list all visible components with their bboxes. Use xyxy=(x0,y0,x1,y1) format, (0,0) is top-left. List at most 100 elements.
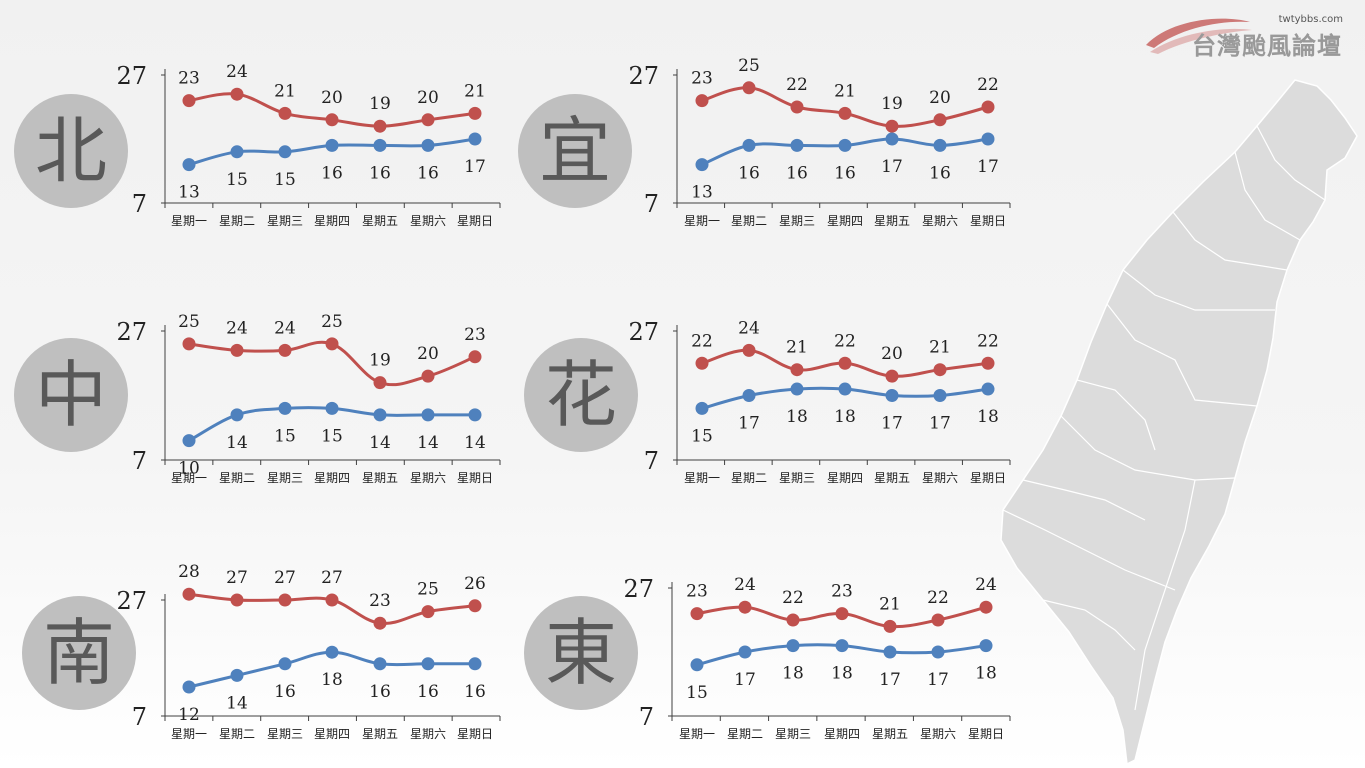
region-badge-circle xyxy=(14,338,128,452)
data-label-low: 14 xyxy=(464,433,486,453)
region-badge: 東 xyxy=(524,596,638,710)
chart-5: 東27 7 星期一 星期二 星期三 星期四 星期五 星期六 星期日 23 24 22 23 21 22 24 1… xyxy=(524,575,1011,741)
data-point-low xyxy=(981,382,995,396)
data-label-high: 23 xyxy=(178,69,200,89)
x-tick-label: 星期四 xyxy=(827,471,863,485)
data-label-high: 27 xyxy=(274,568,296,588)
data-label-low: 17 xyxy=(734,670,756,690)
data-point-low xyxy=(742,138,756,152)
data-point-high xyxy=(931,613,945,627)
data-label-low: 15 xyxy=(274,170,296,190)
data-label-low: 16 xyxy=(369,682,391,702)
chart-0: 北 27 7 星期一 星期二 星期三 星期四 星期五 星期六 星期日 23 24 21 20 19 20 21 1… xyxy=(14,62,501,228)
data-label-high: 23 xyxy=(686,582,708,602)
data-point-low xyxy=(230,408,244,422)
data-label-high: 22 xyxy=(834,331,856,351)
x-tick-label: 星期二 xyxy=(219,214,255,228)
data-label-low: 17 xyxy=(881,414,903,434)
y-tick-label: 27 xyxy=(116,318,147,346)
data-point-low xyxy=(373,657,387,671)
y-tick-label: 7 xyxy=(644,190,659,218)
data-label-high: 21 xyxy=(879,594,901,614)
region-label: 花 xyxy=(545,353,617,437)
data-label-low: 16 xyxy=(786,163,808,183)
region-badge: 北 xyxy=(14,94,128,208)
region-badge-circle xyxy=(22,596,136,710)
data-point-low xyxy=(738,645,752,659)
data-label-low: 13 xyxy=(178,183,200,203)
data-label-high: 20 xyxy=(929,88,951,108)
data-label-low: 16 xyxy=(274,682,296,702)
logo-swoosh-icon xyxy=(1146,18,1252,54)
data-point-high xyxy=(933,113,947,127)
data-label-high: 27 xyxy=(321,568,343,588)
x-tick-label: 星期一 xyxy=(679,727,715,741)
data-label-high: 19 xyxy=(369,351,391,371)
data-point-low xyxy=(421,408,435,422)
data-point-high xyxy=(230,343,244,357)
data-label-high: 24 xyxy=(975,575,997,595)
site-logo[interactable]: twtybbs.com 台灣颱風論壇 xyxy=(1140,12,1355,60)
data-label-high: 21 xyxy=(834,81,856,101)
region-badge: 花 xyxy=(524,338,638,452)
x-tick-label: 星期日 xyxy=(970,214,1006,228)
region-badge: 南 xyxy=(22,596,136,710)
data-label-low: 13 xyxy=(691,183,713,203)
chart-1: 宜 27 7 星期一 星期二 星期三 星期四 星期五 星期六 星期日 23 25 22 21 19 20 22 1… xyxy=(518,56,1011,228)
y-tick-label: 7 xyxy=(644,447,659,475)
data-label-high: 24 xyxy=(734,575,756,595)
data-point-low xyxy=(278,401,292,415)
data-label-low: 15 xyxy=(274,426,296,446)
x-tick-label: 星期四 xyxy=(314,214,350,228)
data-point-low xyxy=(182,158,196,172)
data-label-low: 17 xyxy=(881,157,903,177)
x-tick-label: 星期二 xyxy=(219,727,255,741)
data-label-low: 18 xyxy=(831,664,853,684)
data-label-high: 22 xyxy=(977,75,999,95)
data-point-high xyxy=(325,593,339,607)
y-tick-label: 27 xyxy=(628,62,659,90)
x-tick-label: 星期六 xyxy=(920,727,956,741)
x-tick-label: 星期一 xyxy=(684,471,720,485)
logo-site-url: twtybbs.com xyxy=(1278,14,1343,25)
data-point-low xyxy=(325,138,339,152)
x-tick-label: 星期五 xyxy=(874,471,910,485)
data-point-low xyxy=(933,138,947,152)
data-point-high xyxy=(278,343,292,357)
region-badge: 宜 xyxy=(518,94,632,208)
x-tick-label: 星期三 xyxy=(267,214,303,228)
data-point-low xyxy=(979,639,993,653)
x-tick-label: 星期四 xyxy=(824,727,860,741)
data-label-high: 26 xyxy=(464,574,486,594)
data-point-high xyxy=(695,356,709,370)
data-point-high xyxy=(738,600,752,614)
data-label-high: 28 xyxy=(178,562,200,582)
data-point-low xyxy=(695,401,709,415)
data-label-low: 16 xyxy=(929,163,951,183)
x-tick-label: 星期二 xyxy=(727,727,763,741)
data-point-low xyxy=(373,408,387,422)
data-label-high: 19 xyxy=(881,94,903,114)
data-label-high: 22 xyxy=(691,331,713,351)
data-label-low: 18 xyxy=(321,670,343,690)
data-point-low xyxy=(278,657,292,671)
county-boundaries xyxy=(1002,125,1326,711)
x-tick-label: 星期日 xyxy=(970,471,1006,485)
data-point-high xyxy=(979,600,993,614)
data-point-high xyxy=(690,607,704,621)
x-tick-label: 星期一 xyxy=(171,471,207,485)
data-point-high xyxy=(278,106,292,120)
data-point-high xyxy=(742,81,756,95)
data-point-low xyxy=(373,138,387,152)
x-tick-label: 星期二 xyxy=(219,471,255,485)
x-tick-label: 星期日 xyxy=(457,727,493,741)
data-point-high xyxy=(933,363,947,377)
data-point-low xyxy=(835,639,849,653)
x-tick-label: 星期三 xyxy=(267,471,303,485)
data-label-low: 14 xyxy=(226,433,248,453)
data-point-low xyxy=(931,645,945,659)
data-point-low xyxy=(933,389,947,402)
y-tick-label: 7 xyxy=(132,703,147,731)
data-point-high xyxy=(230,87,244,101)
